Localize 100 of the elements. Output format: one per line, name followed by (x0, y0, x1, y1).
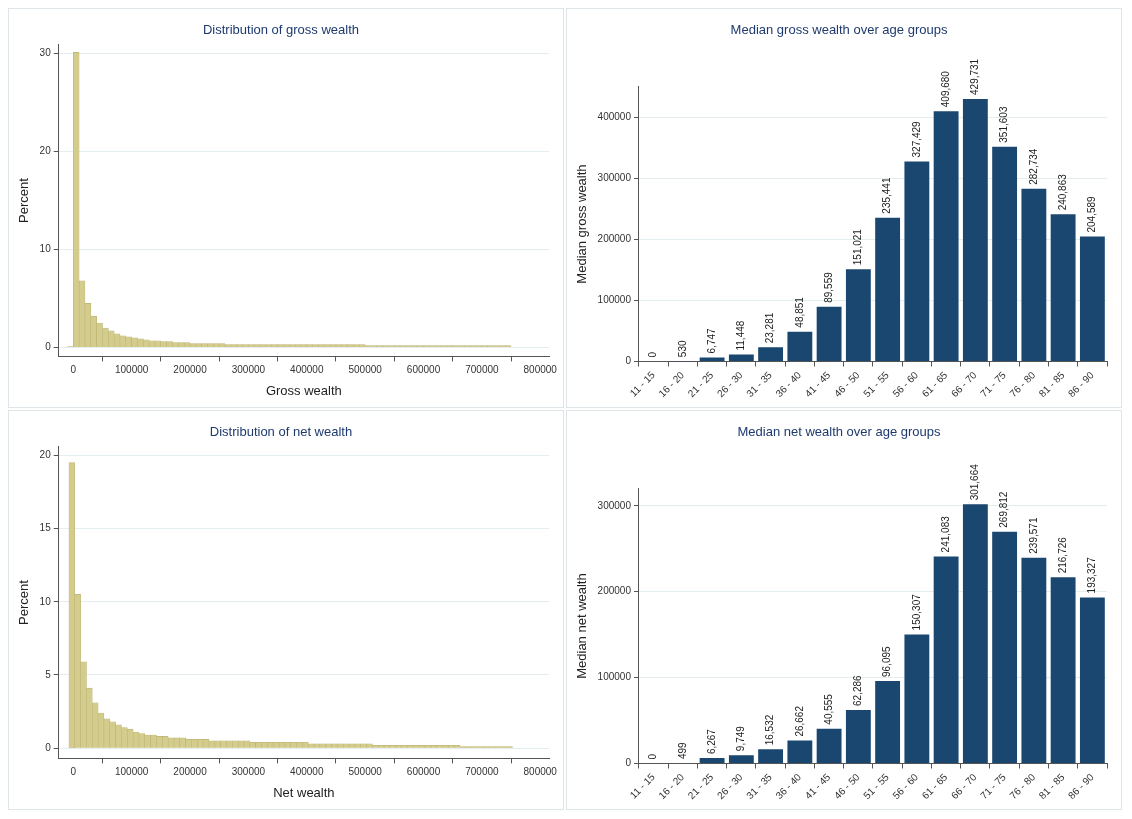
bar (1021, 188, 1047, 361)
bar (787, 740, 813, 763)
bar (875, 680, 901, 763)
data-label: 96,095 (881, 645, 893, 677)
data-label: 9,749 (735, 725, 747, 752)
data-label: 530 (676, 340, 688, 358)
y-tick-label: 300000 (597, 499, 632, 511)
x-tick-label: 56 - 60 (890, 771, 921, 802)
y-tick-label: 400000 (597, 110, 632, 122)
bar (933, 111, 959, 361)
x-tick-label: 76 - 80 (1007, 771, 1038, 802)
bar (1079, 597, 1105, 763)
data-label: 0 (647, 351, 659, 358)
x-tick-label: 41 - 45 (802, 369, 833, 400)
x-tick-label: 0 (70, 766, 77, 778)
data-label: 240,863 (1056, 173, 1068, 211)
x-tick-label: 400000 (290, 766, 324, 778)
bar (992, 146, 1018, 361)
x-tick-label: 300000 (231, 364, 266, 376)
x-tick-label: 11 - 15 (627, 369, 658, 399)
data-label: 216,726 (1056, 536, 1068, 574)
x-tick-label: 21 - 25 (685, 369, 716, 400)
bar (933, 556, 959, 763)
y-tick-label: 0 (45, 341, 52, 353)
bar (845, 269, 871, 361)
y-tick-label: 20 (39, 449, 52, 461)
data-label: 11,448 (735, 320, 747, 351)
y-axis-title: Median net wealth (574, 573, 590, 679)
bar (875, 217, 901, 361)
x-tick-label: 200000 (173, 364, 208, 376)
y-tick-label: 100000 (597, 671, 632, 683)
x-axis-title: Net wealth (273, 784, 335, 800)
data-label: 150,307 (910, 593, 922, 631)
x-tick-label: 71 - 75 (978, 369, 1009, 400)
y-tick-label: 300000 (597, 171, 632, 183)
x-tick-label: 700000 (465, 364, 499, 376)
x-tick-label: 36 - 40 (773, 369, 804, 400)
x-tick-label: 500000 (348, 364, 383, 376)
y-tick-label: 20 (39, 145, 52, 157)
data-label: 40,555 (822, 693, 834, 725)
chart-title: Distribution of net wealth (209, 424, 353, 440)
y-tick-label: 200000 (597, 585, 632, 597)
y-tick-label: 0 (625, 355, 632, 367)
x-tick-label: 600000 (406, 364, 441, 376)
data-label: 62,286 (852, 674, 864, 706)
x-tick-label: 21 - 25 (685, 771, 716, 802)
data-label: 0 (647, 753, 659, 760)
bar (816, 728, 842, 763)
data-label: 282,734 (1027, 148, 1039, 185)
data-label: 235,441 (881, 177, 893, 214)
bar (787, 331, 813, 361)
x-tick-label: 600000 (406, 766, 441, 778)
x-tick-label: 100000 (114, 364, 149, 376)
x-tick-label: 66 - 70 (948, 771, 980, 802)
x-tick-label: 86 - 90 (1065, 369, 1097, 400)
bar (962, 98, 988, 361)
x-tick-label: 500000 (348, 766, 383, 778)
data-label: 26,662 (793, 705, 805, 737)
bar (699, 357, 725, 361)
y-tick-label: 15 (39, 522, 52, 534)
bar (1050, 577, 1076, 763)
chart-title: Median net wealth over age groups (737, 424, 942, 440)
data-label: 48,851 (793, 296, 805, 328)
y-tick-label: 10 (39, 243, 52, 255)
y-tick-label: 200000 (597, 233, 632, 245)
data-label: 239,571 (1027, 517, 1039, 554)
data-label: 6,267 (705, 728, 717, 755)
y-tick-label: 0 (625, 757, 632, 769)
x-tick-label: 100000 (114, 766, 149, 778)
x-tick-label: 800000 (523, 364, 558, 376)
data-label: 16,532 (764, 714, 776, 746)
x-tick-label: 700000 (465, 766, 499, 778)
x-tick-label: 86 - 90 (1065, 771, 1097, 802)
data-label: 204,589 (1086, 195, 1098, 233)
bar (992, 531, 1018, 763)
y-tick-label: 10 (39, 595, 52, 607)
data-label: 351,603 (998, 106, 1010, 143)
data-label: 241,083 (939, 515, 951, 553)
bar (728, 755, 754, 763)
bar (904, 634, 930, 763)
data-label: 499 (676, 741, 688, 760)
bar (845, 709, 871, 763)
bar (758, 749, 784, 763)
data-label: 23,281 (764, 312, 776, 344)
x-tick-label: 16 - 20 (656, 369, 687, 400)
bar (1050, 214, 1076, 361)
x-tick-label: 61 - 65 (919, 771, 950, 802)
x-tick-label: 71 - 75 (978, 771, 1009, 802)
y-axis-title: Percent (16, 579, 32, 625)
chart-title: Median gross wealth over age groups (730, 22, 948, 38)
y-axis-title: Percent (16, 177, 32, 223)
data-label: 327,429 (910, 120, 922, 158)
x-tick-label: 66 - 70 (948, 369, 980, 400)
bar (758, 347, 784, 361)
x-tick-label: 51 - 55 (861, 771, 892, 802)
data-label: 429,731 (969, 58, 981, 95)
bar (699, 758, 725, 763)
x-tick-label: 31 - 35 (744, 771, 775, 802)
data-label: 6,747 (705, 327, 717, 354)
x-tick-label: 200000 (173, 766, 208, 778)
